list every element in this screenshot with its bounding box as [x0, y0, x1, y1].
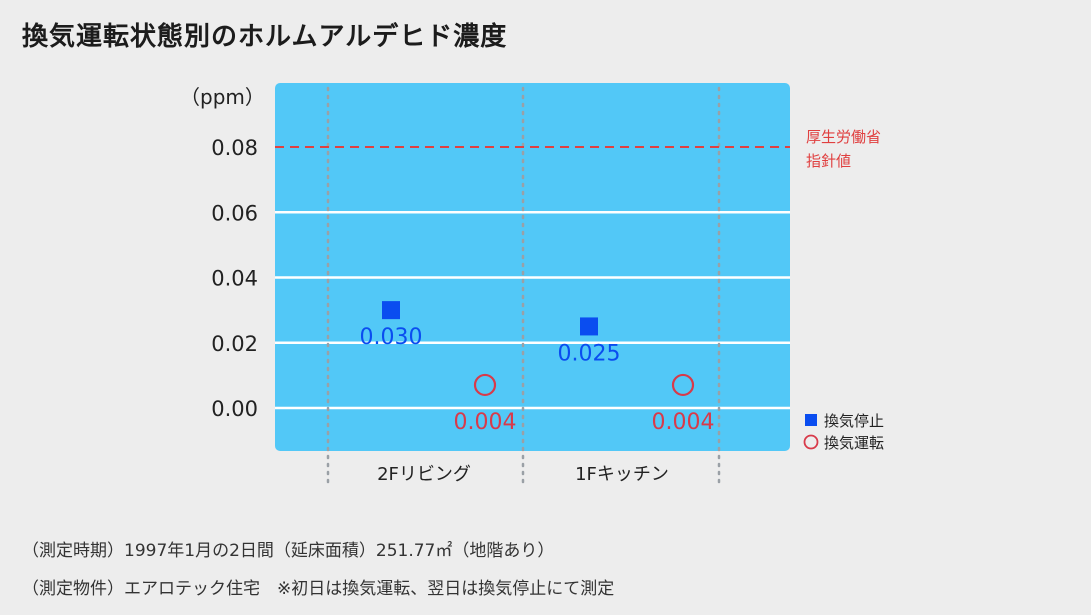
- marker-換気停止: [382, 301, 400, 320]
- category-separators: [326, 86, 721, 489]
- y-tick-label: 0.00: [211, 397, 258, 421]
- legend-circle-icon: [803, 434, 819, 450]
- marker-換気運転: [473, 373, 497, 397]
- y-tick-label: 0.04: [211, 267, 258, 291]
- chart-title: 換気運転状態別のホルムアルデヒド濃度: [22, 22, 508, 52]
- y-tick-label: 0.08: [211, 136, 258, 160]
- y-tick-label: 0.06: [211, 201, 258, 225]
- plot-area: [275, 83, 790, 451]
- marker-換気運転: [671, 373, 695, 397]
- category-label: 1Fキッチン: [575, 464, 669, 485]
- reference-line-label: 指針値: [806, 152, 851, 170]
- data-markers: 0.030 0.025 0.004 0.004: [360, 301, 715, 435]
- grid-lines: [275, 211, 790, 410]
- marker-換気停止: [580, 317, 598, 336]
- category-label: 2Fリビング: [377, 464, 471, 485]
- legend-square-icon: [805, 414, 817, 426]
- x-axis-categories: 2Fリビング 1Fキッチン: [377, 464, 669, 485]
- data-label: 0.004: [454, 410, 517, 435]
- data-label: 0.030: [360, 325, 423, 350]
- legend-label: 換気運転: [824, 434, 884, 452]
- legend-label: 換気停止: [824, 412, 884, 430]
- note-period: （測定時期）1997年1月の2日間（延床面積）251.77㎡（地階あり）: [22, 541, 555, 561]
- y-axis-ticks: 0.00 0.02 0.04 0.06 0.08: [211, 136, 258, 421]
- y-tick-label: 0.02: [211, 332, 258, 356]
- note-property: （測定物件）エアロテック住宅 ※初日は換気運転、翌日は換気停止にて測定: [22, 579, 615, 599]
- data-label: 0.025: [558, 341, 621, 366]
- y-unit-label: （ppm）: [180, 85, 265, 109]
- data-label: 0.004: [652, 410, 715, 435]
- reference-line-label: 厚生労働省: [806, 128, 881, 146]
